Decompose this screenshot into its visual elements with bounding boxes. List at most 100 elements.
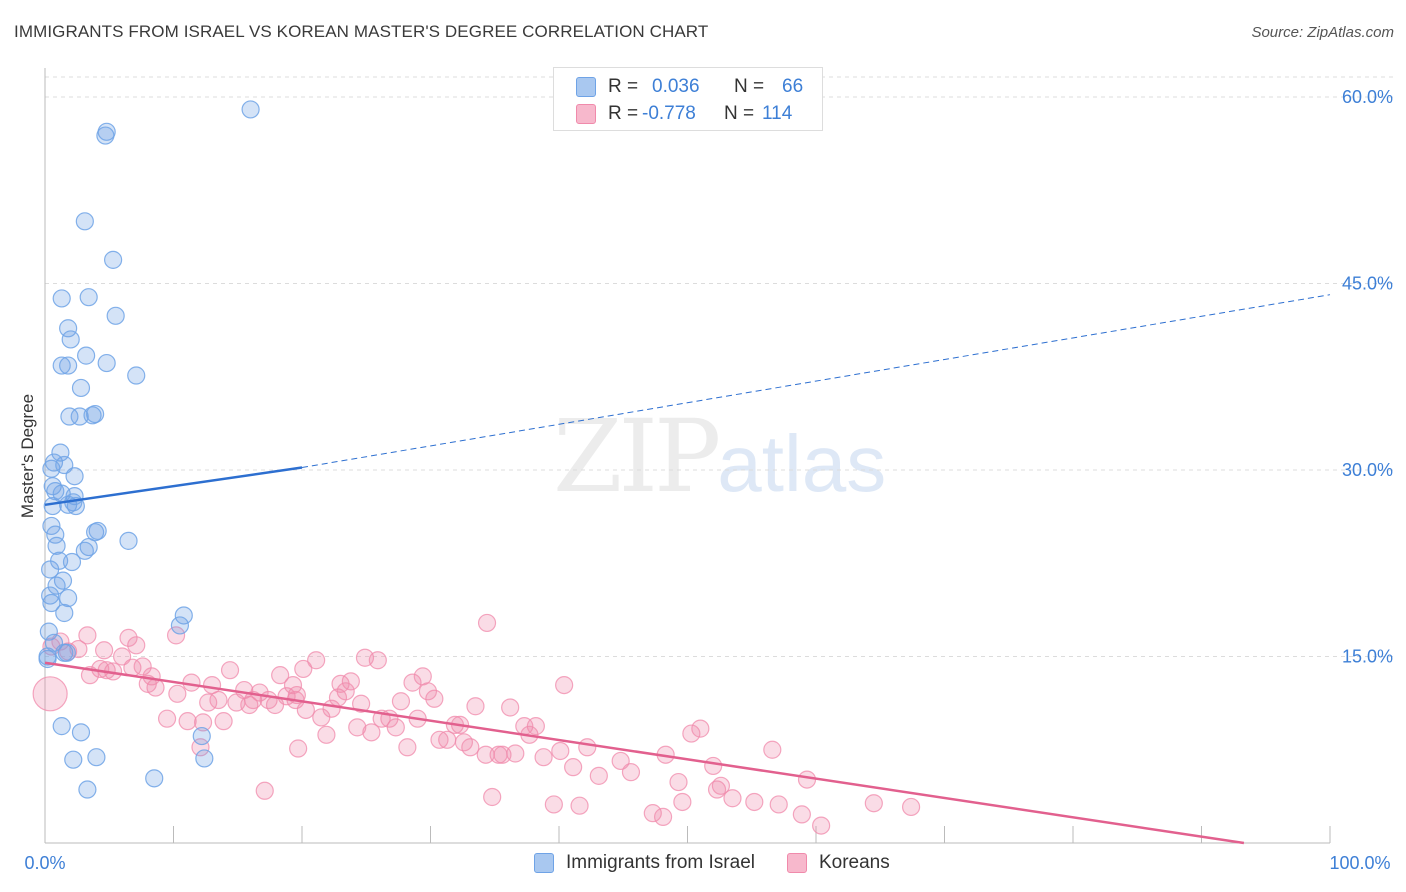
israel-point (64, 750, 83, 769)
korean-point (368, 651, 387, 670)
israel-point (55, 643, 74, 662)
israel-point (47, 536, 66, 555)
israel-point (87, 748, 106, 767)
korean-point (769, 795, 788, 814)
israel-point (79, 288, 98, 307)
korean-point (621, 763, 641, 782)
legend-r-value: 0.036 (652, 76, 700, 97)
korean-point (745, 792, 764, 812)
israel-point (78, 780, 97, 799)
legend-row-israel: R = 0.036 N = 66 (576, 75, 803, 99)
korean-trend-line (44, 661, 1245, 845)
series-legend-korean: Koreans (786, 852, 890, 874)
israel-point (77, 346, 96, 365)
korean-point (438, 730, 457, 749)
watermark: ZIPatlas (553, 398, 886, 515)
legend-swatch-korean (576, 104, 596, 124)
legend-n-value: 66 (782, 76, 804, 97)
korean-point (711, 776, 731, 795)
israel-point (104, 250, 123, 269)
korean-point (864, 794, 883, 813)
korean-point (418, 682, 438, 701)
korean-point (425, 689, 444, 708)
korean-point (792, 805, 811, 824)
korean-point (691, 719, 710, 738)
korean-point (348, 718, 367, 737)
korean-point (317, 725, 336, 744)
israel-point (71, 378, 91, 398)
korean-point (362, 723, 381, 742)
israel-point (62, 552, 82, 572)
korean-point (112, 647, 132, 666)
korean-point (341, 672, 360, 691)
korean-point (578, 738, 597, 757)
series-legend-israel: Immigrants from Israel (534, 852, 755, 874)
korean-point (461, 738, 480, 757)
korean-point (391, 692, 411, 711)
korean-point (669, 772, 688, 792)
korean-point (797, 770, 817, 789)
y-tick-label: 30.0% (1342, 460, 1393, 480)
korean-point (283, 675, 303, 695)
israel-point (52, 289, 71, 308)
korean-point (307, 651, 326, 670)
korean-point (589, 766, 608, 785)
israel-point (52, 356, 71, 375)
israel-point (55, 603, 74, 623)
korean-point (653, 807, 673, 826)
israel-point (75, 541, 94, 560)
korean-point (157, 709, 177, 728)
korean-point (555, 675, 574, 695)
korean-point (526, 717, 545, 736)
correlation-legend: R = 0.036 N = 66 R = -0.778 N = 114 (553, 67, 823, 131)
korean-point (193, 713, 213, 732)
korean-point (119, 628, 138, 647)
israel-point (55, 455, 74, 475)
legend-n-value: 114 (762, 103, 793, 124)
korean-point (704, 756, 723, 776)
korean-point (812, 816, 831, 835)
korean-point (78, 626, 97, 645)
korean-point (178, 712, 197, 731)
israel-point (39, 622, 58, 641)
korean-point (564, 758, 583, 777)
korean-point (551, 741, 570, 761)
y-tick-label: 60.0% (1342, 87, 1393, 107)
korean-point (133, 657, 152, 676)
israel-point (170, 616, 190, 635)
israel-point (42, 593, 61, 613)
korean-point (69, 639, 88, 659)
korean-point (682, 724, 701, 743)
israel-point (41, 586, 60, 605)
israel-point (96, 126, 115, 145)
israel-point (65, 467, 84, 486)
korean-point (398, 738, 417, 757)
israel-point (195, 749, 214, 768)
israel-point (59, 356, 78, 375)
israel-point (70, 407, 89, 426)
legend-swatch-israel (576, 77, 596, 97)
israel-point (241, 100, 260, 119)
y-axis-label: Master's Degree (18, 393, 37, 519)
korean-point (146, 678, 165, 697)
israel-point (59, 588, 78, 608)
korean-point (271, 666, 290, 685)
series-label-israel: Immigrants from Israel (566, 852, 755, 873)
series-legend: Immigrants from Israel Koreans (534, 852, 922, 874)
korean-point (901, 797, 921, 817)
israel-point (61, 330, 80, 349)
korean-point (403, 673, 422, 692)
watermark-atlas: atlas (717, 419, 887, 508)
korean-point (763, 740, 782, 759)
korean-point (51, 632, 70, 651)
israel-point (60, 407, 79, 426)
korean-point (506, 744, 525, 763)
korean-point (255, 781, 274, 800)
israel-point (88, 521, 107, 541)
israel-point (59, 319, 78, 338)
korean-point (336, 682, 355, 701)
legend-n-label: N = (724, 103, 755, 124)
korean-point (570, 796, 589, 815)
israel-point (97, 353, 116, 373)
korean-point (483, 787, 502, 807)
